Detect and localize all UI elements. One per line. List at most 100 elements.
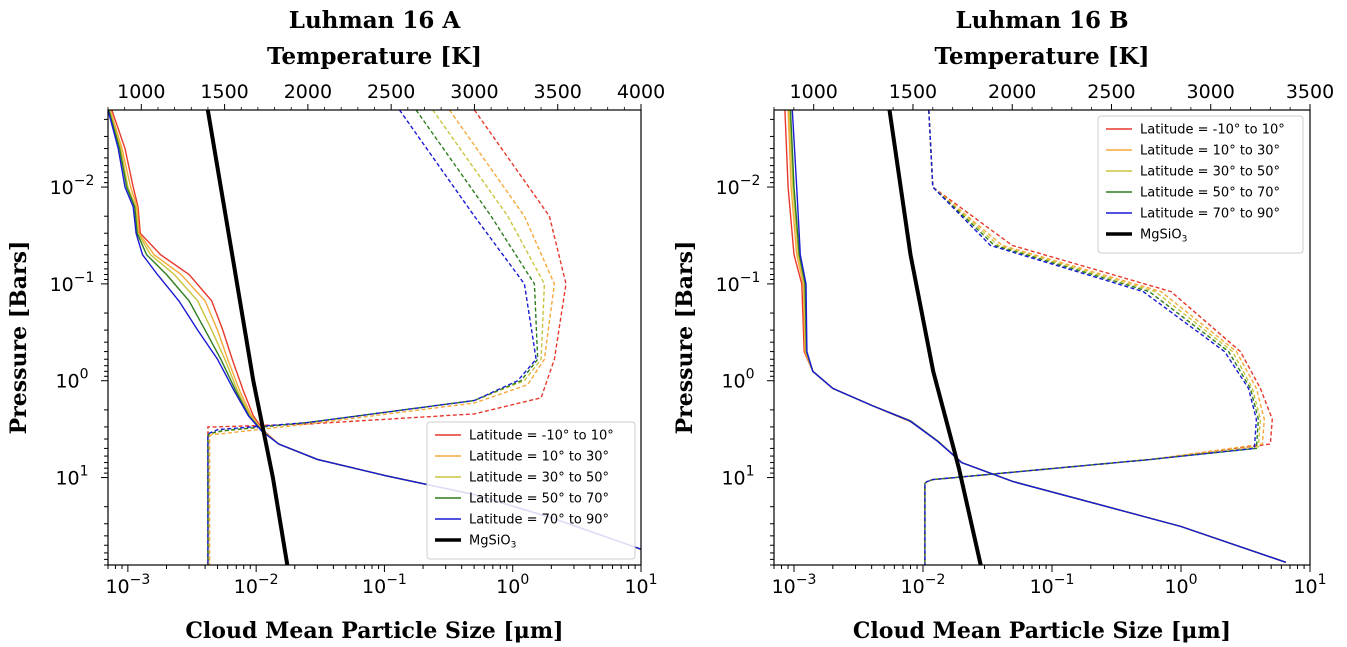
top-tick-label-3: 2500 — [1087, 81, 1135, 103]
x-tick-label-4-exp: 1 — [1318, 572, 1327, 588]
temperature-line-1 — [208, 110, 556, 565]
y-axis-label: Pressure [Bars] — [672, 241, 698, 435]
legend-entry-text: Latitude = 50° to 70° — [1140, 186, 1280, 201]
y-tick-label-2: 100 — [55, 367, 88, 393]
legend-entry-text: Latitude = 10° to 30° — [1140, 144, 1280, 159]
x-axis-label: Cloud Mean Particle Size [μm] — [853, 618, 1231, 644]
y-tick-label-0-base: 10 — [716, 177, 740, 199]
x-tick-label-1-exp: −2 — [258, 572, 279, 588]
top-tick-label-2: 2000 — [284, 81, 332, 103]
top-tick-label-0: 1000 — [117, 81, 165, 103]
temperature-line-0 — [207, 110, 567, 565]
top-tick-label-5: 3500 — [534, 81, 582, 103]
y-tick-label-0: 10−2 — [716, 173, 761, 199]
legend-entry-text: MgSiO — [469, 534, 511, 549]
legend-entry-2: Latitude = 30° to 50° — [469, 471, 609, 486]
legend-box — [1097, 115, 1304, 254]
temperature-line-3 — [207, 110, 539, 565]
y-tick-label-3-base: 10 — [55, 468, 79, 490]
x-tick-label-0-base: 10 — [105, 576, 129, 598]
chart-title: Luhman 16 B — [955, 7, 1128, 34]
x-tick-label-4-base: 10 — [1293, 576, 1317, 598]
x-tick-label-0: 10−3 — [105, 572, 150, 598]
x-tick-label-3-exp: 0 — [520, 572, 529, 588]
top-tick-label-1: 1500 — [200, 81, 248, 103]
legend-box — [426, 421, 636, 560]
x-tick-label-3-exp: 0 — [1189, 572, 1198, 588]
x-tick-label-0-base: 10 — [772, 576, 796, 598]
x-tick-label-1-base: 10 — [901, 576, 925, 598]
x-tick-label-0-exp: −3 — [796, 572, 817, 588]
legend-entry-sub: 3 — [1182, 235, 1188, 245]
top-axis-label: Temperature [K] — [267, 43, 482, 70]
top-tick-label-3: 2500 — [367, 81, 415, 103]
y-tick-label-0-exp: −2 — [740, 173, 761, 189]
legend-entry-3: Latitude = 50° to 70° — [469, 492, 609, 507]
legend-entry-0: Latitude = -10° to 10° — [1140, 123, 1285, 138]
x-tick-label-3-base: 10 — [496, 576, 520, 598]
particle-size-line-4 — [791, 110, 1287, 563]
mgsio3-line — [205, 110, 290, 565]
legend-entry-text: Latitude = 70° to 90° — [1140, 207, 1280, 222]
y-tick-label-3: 101 — [55, 464, 88, 490]
y-tick-label-3: 101 — [721, 464, 754, 490]
legend-entry-text: Latitude = 10° to 30° — [469, 450, 609, 465]
y-tick-label-1-exp: −1 — [74, 270, 95, 286]
plot-area — [784, 110, 1287, 565]
legend-entry-5: MgSiO3 — [469, 534, 516, 551]
mgsio3-line — [887, 110, 983, 565]
legend-entry-4: Latitude = 70° to 90° — [1140, 207, 1280, 222]
x-tick-label-4: 101 — [624, 572, 657, 598]
temperature-line-4 — [924, 110, 1258, 565]
x-tick-label-0-exp: −3 — [130, 572, 151, 588]
top-tick-label-4: 3000 — [1187, 81, 1235, 103]
plot-area — [108, 110, 641, 565]
legend-entry-text: Latitude = 30° to 50° — [1140, 165, 1280, 180]
legend-entry-text: Latitude = -10° to 10° — [1140, 123, 1285, 138]
x-tick-label-3: 100 — [1164, 572, 1197, 598]
legend-entry-0: Latitude = -10° to 10° — [469, 429, 614, 444]
y-tick-label-1: 10−1 — [50, 270, 95, 296]
legend-entry-1: Latitude = 10° to 30° — [469, 450, 609, 465]
x-tick-label-1: 10−2 — [234, 572, 279, 598]
y-tick-label-0-base: 10 — [50, 177, 74, 199]
y-tick-label-1-base: 10 — [716, 274, 740, 296]
particle-size-line-4 — [108, 110, 641, 550]
x-tick-label-4: 101 — [1293, 572, 1326, 598]
legend-entry-text: Latitude = 50° to 70° — [469, 492, 609, 507]
legend-entry-4: Latitude = 70° to 90° — [469, 513, 609, 528]
x-axis-label: Cloud Mean Particle Size [μm] — [185, 618, 563, 644]
y-tick-label-2-exp: 0 — [746, 367, 755, 383]
legend-entry-5: MgSiO3 — [1140, 228, 1187, 245]
x-tick-label-2-base: 10 — [1030, 576, 1054, 598]
y-tick-label-3-exp: 1 — [746, 464, 755, 480]
chart-title: Luhman 16 A — [289, 7, 462, 34]
x-tick-label-1-base: 10 — [234, 576, 258, 598]
y-tick-label-2: 100 — [721, 367, 754, 393]
legend-entry-text: MgSiO — [1140, 228, 1182, 243]
x-tick-label-2-exp: −1 — [1054, 572, 1075, 588]
x-tick-label-4-base: 10 — [624, 576, 648, 598]
top-tick-label-6: 4000 — [617, 81, 665, 103]
legend-entry-2: Latitude = 30° to 50° — [1140, 165, 1280, 180]
x-tick-label-1: 10−2 — [901, 572, 946, 598]
top-tick-label-1: 1500 — [889, 81, 937, 103]
top-tick-label-0: 1000 — [790, 81, 838, 103]
y-tick-label-1-exp: −1 — [740, 270, 761, 286]
x-tick-label-2-base: 10 — [362, 576, 386, 598]
legend-entry-3: Latitude = 50° to 70° — [1140, 186, 1280, 201]
x-tick-label-2: 10−1 — [1030, 572, 1075, 598]
axes-frame — [773, 109, 1311, 566]
legend: Latitude = -10° to 10° Latitude = 10° to … — [1097, 115, 1304, 254]
top-tick-label-4: 3000 — [450, 81, 498, 103]
x-tick-label-4-exp: 1 — [649, 572, 658, 588]
y-tick-label-3-base: 10 — [721, 468, 745, 490]
y-tick-label-2-exp: 0 — [80, 367, 89, 383]
top-axis-label: Temperature [K] — [934, 43, 1149, 70]
x-tick-label-3: 100 — [496, 572, 529, 598]
y-tick-label-2-base: 10 — [55, 371, 79, 393]
y-tick-label-0: 10−2 — [50, 173, 95, 199]
legend-entry-sub: 3 — [511, 541, 517, 551]
